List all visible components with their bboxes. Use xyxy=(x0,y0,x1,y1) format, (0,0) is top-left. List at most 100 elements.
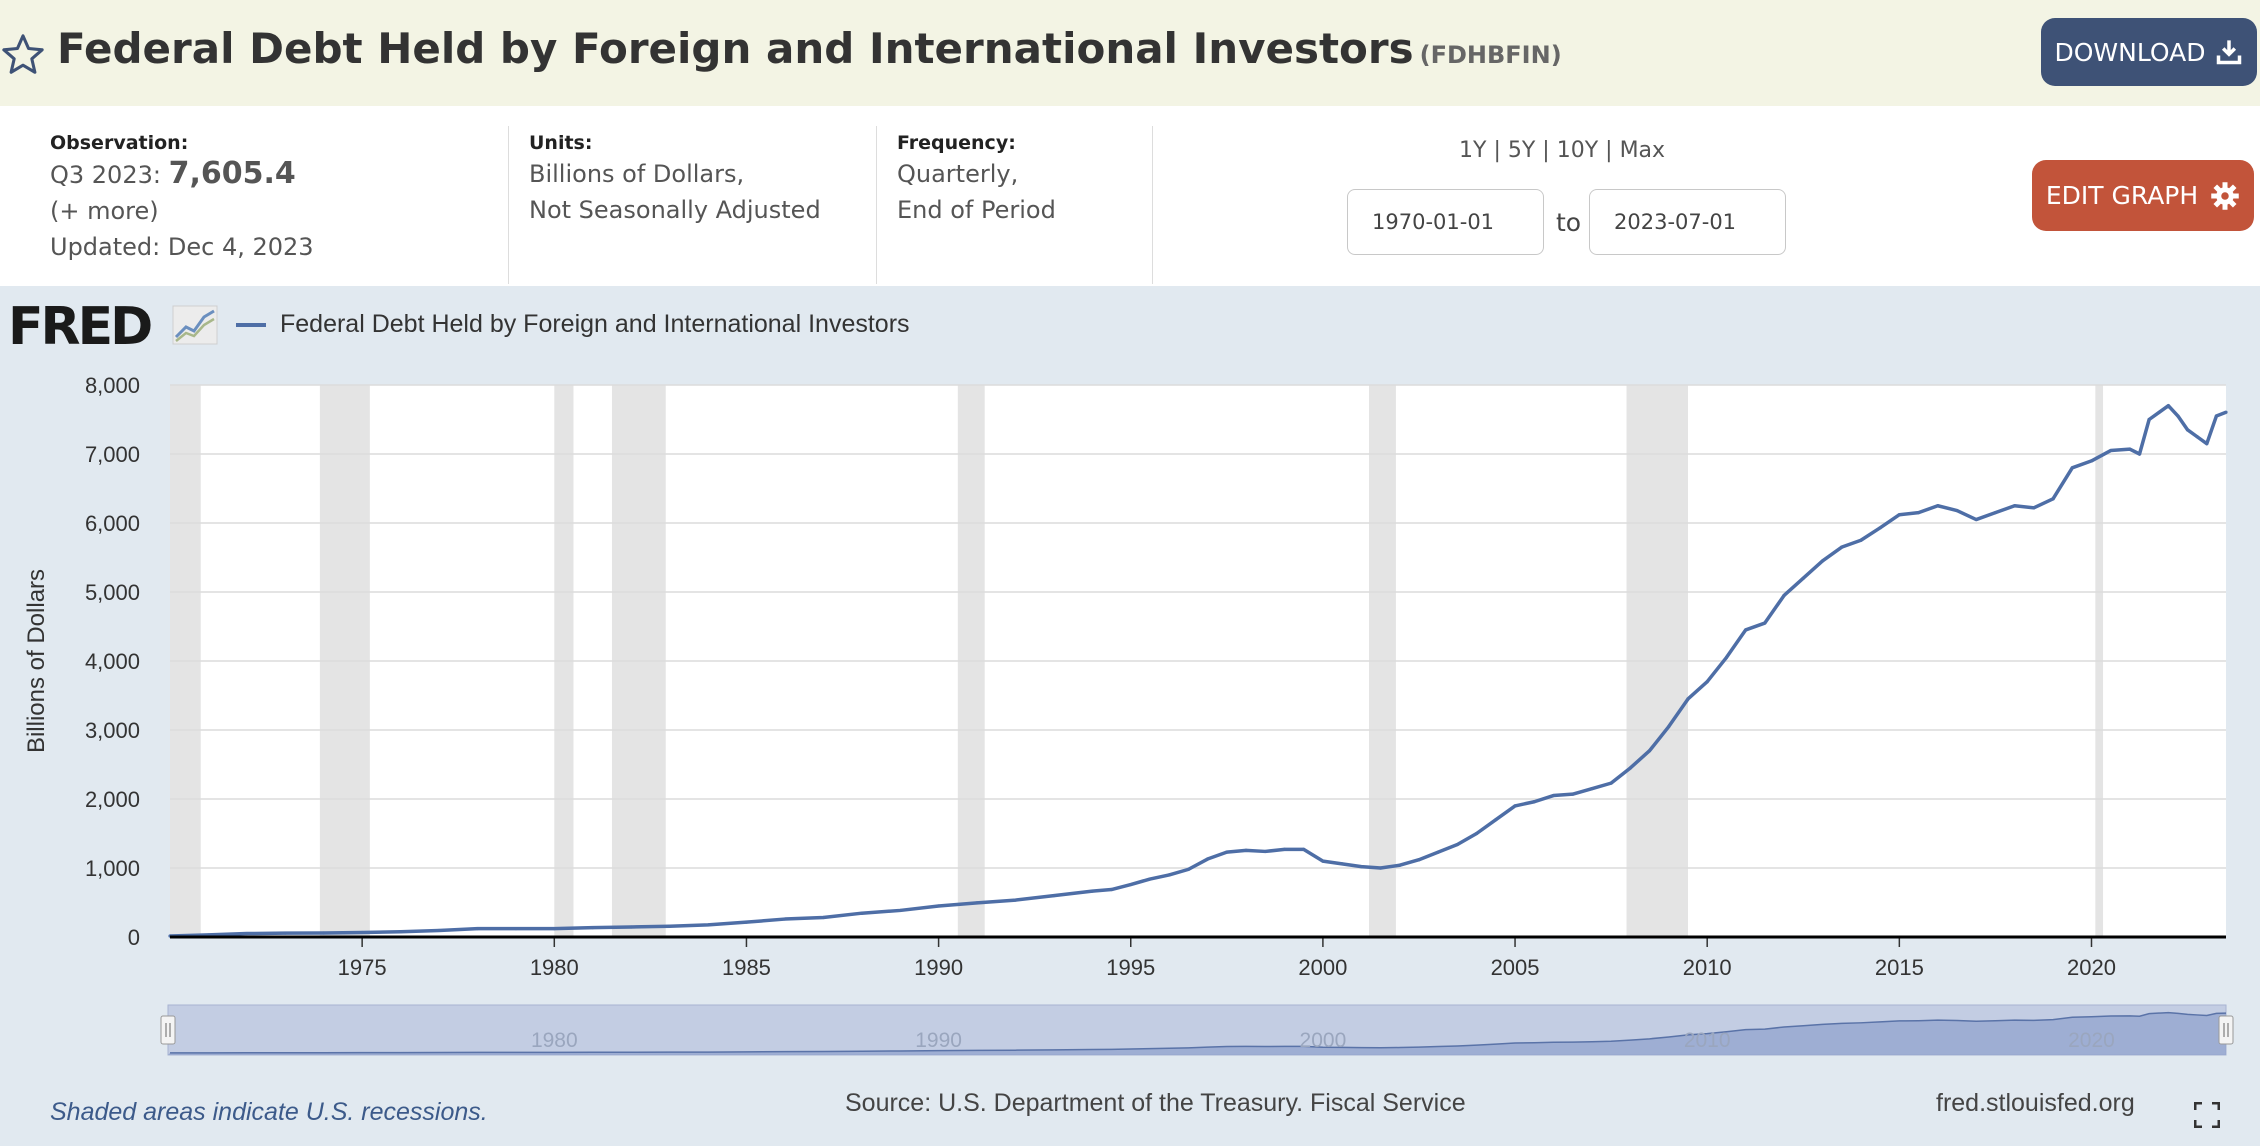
navigator-tick-label: 1990 xyxy=(915,1029,962,1052)
data-point xyxy=(1109,887,1114,892)
data-point xyxy=(2070,466,2074,470)
data-point xyxy=(2185,428,2190,432)
data-point xyxy=(437,928,441,933)
series-info-bar: Observation: Q3 2023: 7,605.4 (+ more) U… xyxy=(0,106,2260,286)
navigator-series-area xyxy=(168,1012,2226,1055)
data-point xyxy=(860,911,864,915)
data-point xyxy=(1302,847,1306,851)
fred-logo-text: FRED xyxy=(8,297,153,357)
data-point xyxy=(322,931,326,935)
y-tick-label: 0 xyxy=(128,925,140,950)
data-point xyxy=(975,901,979,905)
data-point xyxy=(514,926,518,931)
data-point xyxy=(283,931,287,935)
series-line xyxy=(169,403,2227,938)
data-point xyxy=(1724,655,1729,660)
download-button[interactable]: DOWNLOAD xyxy=(2041,18,2257,86)
more-link[interactable]: (+ more) xyxy=(50,197,159,225)
data-point xyxy=(1455,842,1460,847)
data-point xyxy=(1148,877,1152,881)
navigator-handle-right[interactable] xyxy=(2218,1015,2234,1045)
data-point xyxy=(1052,894,1056,898)
data-point xyxy=(1129,882,1133,887)
line-chart: 0 1,000 2,000 3,000 4,000 5,000 6,000 7,000 8,00… xyxy=(23,373,2234,1056)
data-point xyxy=(1897,513,1901,517)
start-date-input[interactable]: 1970-01-01 xyxy=(1347,189,1544,255)
fullscreen-icon[interactable] xyxy=(2194,1102,2220,1128)
observation-period: Q3 2023: xyxy=(50,161,161,189)
edit-graph-label: EDIT GRAPH xyxy=(2045,181,2199,210)
chart-legend: Federal Debt Held by Foreign and Interna… xyxy=(236,310,910,339)
x-tick-label: 1990 xyxy=(914,955,963,980)
data-point xyxy=(1263,849,1267,854)
data-point xyxy=(2224,410,2228,414)
observation-value: 7,605.4 xyxy=(168,156,296,191)
divider xyxy=(508,126,509,284)
data-point xyxy=(1206,857,1210,861)
data-point xyxy=(1993,511,1998,515)
data-point xyxy=(1801,576,1805,580)
data-point xyxy=(706,923,710,927)
data-point xyxy=(1667,724,1671,729)
page-title: Federal Debt Held by Foreign and Interna… xyxy=(57,24,1562,73)
data-point xyxy=(898,908,902,913)
navigator-handle-left[interactable] xyxy=(160,1015,176,1045)
range-5y[interactable]: 5Y xyxy=(1507,138,1536,163)
data-point xyxy=(667,924,672,928)
range-10y[interactable]: 10Y xyxy=(1556,138,1599,163)
data-point xyxy=(783,917,787,921)
updated-date: Updated: Dec 4, 2023 xyxy=(50,233,314,261)
download-label: DOWNLOAD xyxy=(2054,37,2206,67)
range-1y[interactable]: 1Y xyxy=(1459,138,1487,163)
data-point xyxy=(1590,787,1594,791)
edit-graph-button[interactable]: EDIT GRAPH xyxy=(2032,160,2254,231)
data-point xyxy=(1878,526,1882,530)
frequency-line1: Quarterly, xyxy=(897,160,1019,188)
to-label: to xyxy=(1556,208,1582,237)
x-tick-label: 2020 xyxy=(2067,955,2116,980)
fred-url[interactable]: fred.stlouisfed.org xyxy=(1936,1089,2135,1117)
x-tick-label: 1980 xyxy=(530,955,579,980)
end-date-input[interactable]: 2023-07-01 xyxy=(1589,189,1786,255)
data-point xyxy=(821,915,825,920)
data-point xyxy=(2089,459,2094,463)
units-line2: Not Seasonally Adjusted xyxy=(529,196,821,224)
data-point xyxy=(2214,414,2218,418)
data-point xyxy=(475,927,480,931)
data-point xyxy=(2176,414,2180,418)
y-tick-label: 3,000 xyxy=(85,718,140,743)
source-text: Source: U.S. Department of the Treasury.… xyxy=(845,1089,1466,1117)
data-point xyxy=(1013,898,1018,902)
y-tick-label: 4,000 xyxy=(85,649,140,674)
date-range-shortcuts: 1Y | 5Y | 10Y | Max xyxy=(1459,138,1665,163)
data-point xyxy=(1955,508,1959,513)
units-line1: Billions of Dollars, xyxy=(529,160,745,188)
data-point xyxy=(1628,766,1632,770)
star-icon[interactable] xyxy=(0,32,46,78)
data-point xyxy=(1378,866,1383,870)
data-point xyxy=(2137,452,2142,456)
data-point xyxy=(1167,873,1171,877)
legend-swatch xyxy=(236,322,266,327)
divider xyxy=(1152,126,1153,284)
data-point xyxy=(1513,804,1517,808)
x-tick-label: 2010 xyxy=(1683,955,1732,980)
data-point xyxy=(1820,559,1825,563)
range-max[interactable]: Max xyxy=(1619,138,1666,163)
data-point xyxy=(1936,504,1940,508)
data-point xyxy=(1321,859,1325,863)
data-point xyxy=(1744,628,1748,632)
series-title: Federal Debt Held by Foreign and Interna… xyxy=(57,24,1414,73)
range-separator: | xyxy=(1605,138,1613,163)
navigator-tick-label: 2010 xyxy=(1684,1029,1731,1052)
x-tick-label: 2015 xyxy=(1875,955,1924,980)
y-tick-label: 5,000 xyxy=(85,580,140,605)
data-point xyxy=(1532,800,1536,804)
data-point xyxy=(1782,593,1786,598)
data-point xyxy=(1359,865,1363,869)
data-point xyxy=(2032,506,2036,510)
x-tick-label: 1995 xyxy=(1106,955,1155,980)
x-tick-label: 1975 xyxy=(338,955,387,980)
range-separator: | xyxy=(1493,138,1501,163)
y-tick-label: 1,000 xyxy=(85,856,140,881)
